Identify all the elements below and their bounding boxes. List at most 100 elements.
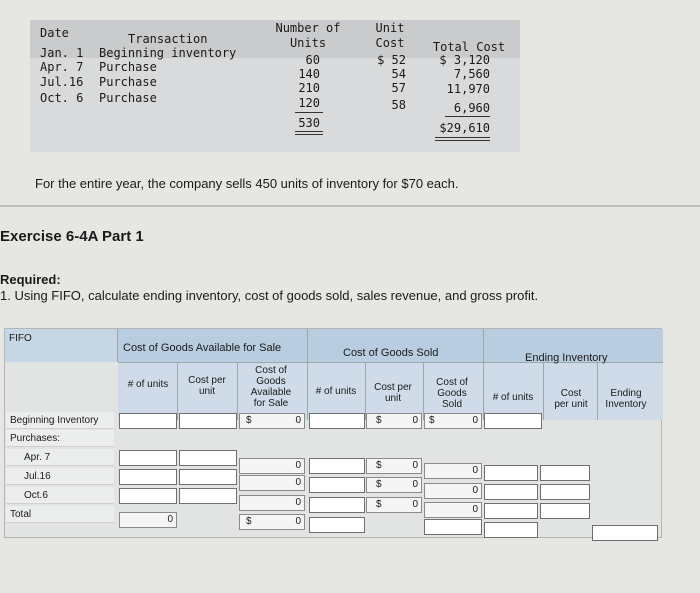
row-units: 210	[298, 81, 320, 95]
row-unit-cost: 58	[391, 98, 406, 112]
currency-sign: $	[246, 415, 252, 426]
currency-sign: $	[376, 415, 382, 426]
header-transaction: Transaction	[128, 32, 208, 46]
row-label-jul: Jul.16	[6, 468, 114, 485]
jul-sold-cpu-cell: $0	[366, 477, 422, 493]
row-transaction: Purchase	[99, 91, 157, 105]
apr-available-cell: 0	[239, 458, 305, 474]
row-label-beginning: Beginning Inventory	[6, 412, 114, 429]
col-head-units	[118, 362, 178, 420]
currency-sign: $	[246, 516, 252, 527]
cost-double-underline	[435, 137, 490, 141]
col-available-label: Cost of Goods Available for Sale	[250, 365, 292, 409]
col-sold-units-label: # of units	[315, 386, 357, 397]
row-date: Jan. 1	[40, 46, 84, 60]
total-available-cell: $0	[239, 514, 305, 530]
zero-value: 0	[412, 415, 418, 426]
oct-sold-cpu-cell: $0	[366, 497, 422, 513]
zero-value: 0	[412, 479, 418, 490]
apr-units-input[interactable]	[119, 450, 177, 466]
jul-end-cpu-input[interactable]	[540, 484, 590, 500]
available-group-header	[118, 329, 308, 362]
inventory-table	[30, 20, 520, 152]
beginning-cogs-cell: $0	[424, 413, 482, 429]
zero-value: 0	[472, 415, 478, 426]
zero-value: 0	[412, 460, 418, 471]
oct-cpu-input[interactable]	[179, 488, 237, 504]
oct-available-cell: 0	[239, 495, 305, 511]
beginning-sold-units-input[interactable]	[309, 413, 365, 429]
currency-sign: $	[376, 499, 382, 510]
jul-sold-units-input[interactable]	[309, 477, 365, 493]
zero-value: 0	[295, 497, 301, 508]
col-end-units-label: # of units	[492, 392, 534, 403]
row-total-cost: 6,960	[453, 101, 490, 115]
total-end-units-input[interactable]	[484, 522, 538, 538]
oct-end-units-input[interactable]	[484, 503, 538, 519]
col-head-available	[238, 362, 308, 420]
units-underline	[295, 112, 323, 113]
units-double-underline	[295, 131, 323, 135]
beginning-available-cell: $0	[239, 413, 305, 429]
col-end-inv-label: Ending Inventory	[605, 388, 647, 410]
total-ending-inventory-input[interactable]	[592, 525, 658, 541]
oct-cogs-cell: 0	[424, 502, 482, 518]
col-head-end-inv	[598, 362, 663, 420]
sales-description: For the entire year, the company sells 4…	[35, 176, 459, 191]
header-unit-cost: Unit Cost	[375, 21, 405, 50]
header-units: Number of Units	[275, 21, 341, 50]
row-units: 120	[298, 96, 320, 110]
beginning-units-input[interactable]	[119, 413, 177, 429]
oct-units-input[interactable]	[119, 488, 177, 504]
row-total-cost: 11,970	[446, 82, 490, 96]
row-date: Jul.16	[40, 75, 84, 89]
zero-value: 0	[295, 415, 301, 426]
apr-end-units-input[interactable]	[484, 465, 538, 481]
total-sold-units-input[interactable]	[309, 517, 365, 533]
zero-value: 0	[472, 465, 478, 476]
zero-value: 0	[472, 485, 478, 496]
row-label-purchases: Purchases:	[6, 430, 114, 447]
currency-sign: $	[376, 460, 382, 471]
apr-cpu-input[interactable]	[179, 450, 237, 466]
row-units: 60	[305, 53, 320, 67]
jul-cogs-cell: 0	[424, 483, 482, 499]
required-label: Required:	[0, 272, 61, 287]
oct-sold-units-input[interactable]	[309, 497, 365, 513]
row-total-cost: $ 3,120	[439, 53, 490, 67]
col-head-cpu	[178, 362, 238, 420]
col-head-end-cpu	[544, 362, 598, 420]
section-divider	[0, 205, 700, 207]
row-label-oct: Oct.6	[6, 487, 114, 504]
col-end-cpu-label: Cost per unit	[554, 388, 588, 410]
total-units-cell: 0	[119, 512, 177, 528]
apr-cogs-cell: 0	[424, 463, 482, 479]
col-head-sold-units	[308, 362, 366, 420]
jul-end-units-input[interactable]	[484, 484, 538, 500]
total-units: 530	[298, 116, 320, 130]
header-date: Date	[40, 26, 69, 40]
row-label-total: Total	[6, 506, 114, 523]
zero-value: 0	[295, 516, 301, 527]
apr-sold-units-input[interactable]	[309, 458, 365, 474]
jul-cpu-input[interactable]	[179, 469, 237, 485]
zero-value: 0	[295, 477, 301, 488]
jul-units-input[interactable]	[119, 469, 177, 485]
inventory-table-header	[30, 20, 520, 58]
apr-end-cpu-input[interactable]	[540, 465, 590, 481]
row-transaction: Beginning inventory	[99, 46, 237, 60]
beginning-end-units-input[interactable]	[484, 413, 542, 429]
row-unit-cost: 54	[391, 67, 406, 81]
total-cogs-input[interactable]	[424, 519, 482, 535]
col-head-cogs	[424, 362, 484, 420]
jul-available-cell: 0	[239, 475, 305, 491]
col-head-sold-cpu	[366, 362, 424, 420]
oct-end-cpu-input[interactable]	[540, 503, 590, 519]
fifo-label: FIFO	[9, 333, 32, 344]
col-head-end-units	[484, 362, 544, 420]
zero-value: 0	[412, 499, 418, 510]
currency-sign: $	[376, 479, 382, 490]
beginning-cpu-input[interactable]	[179, 413, 237, 429]
row-unit-cost: $ 52	[377, 53, 406, 67]
zero-value: 0	[472, 504, 478, 515]
